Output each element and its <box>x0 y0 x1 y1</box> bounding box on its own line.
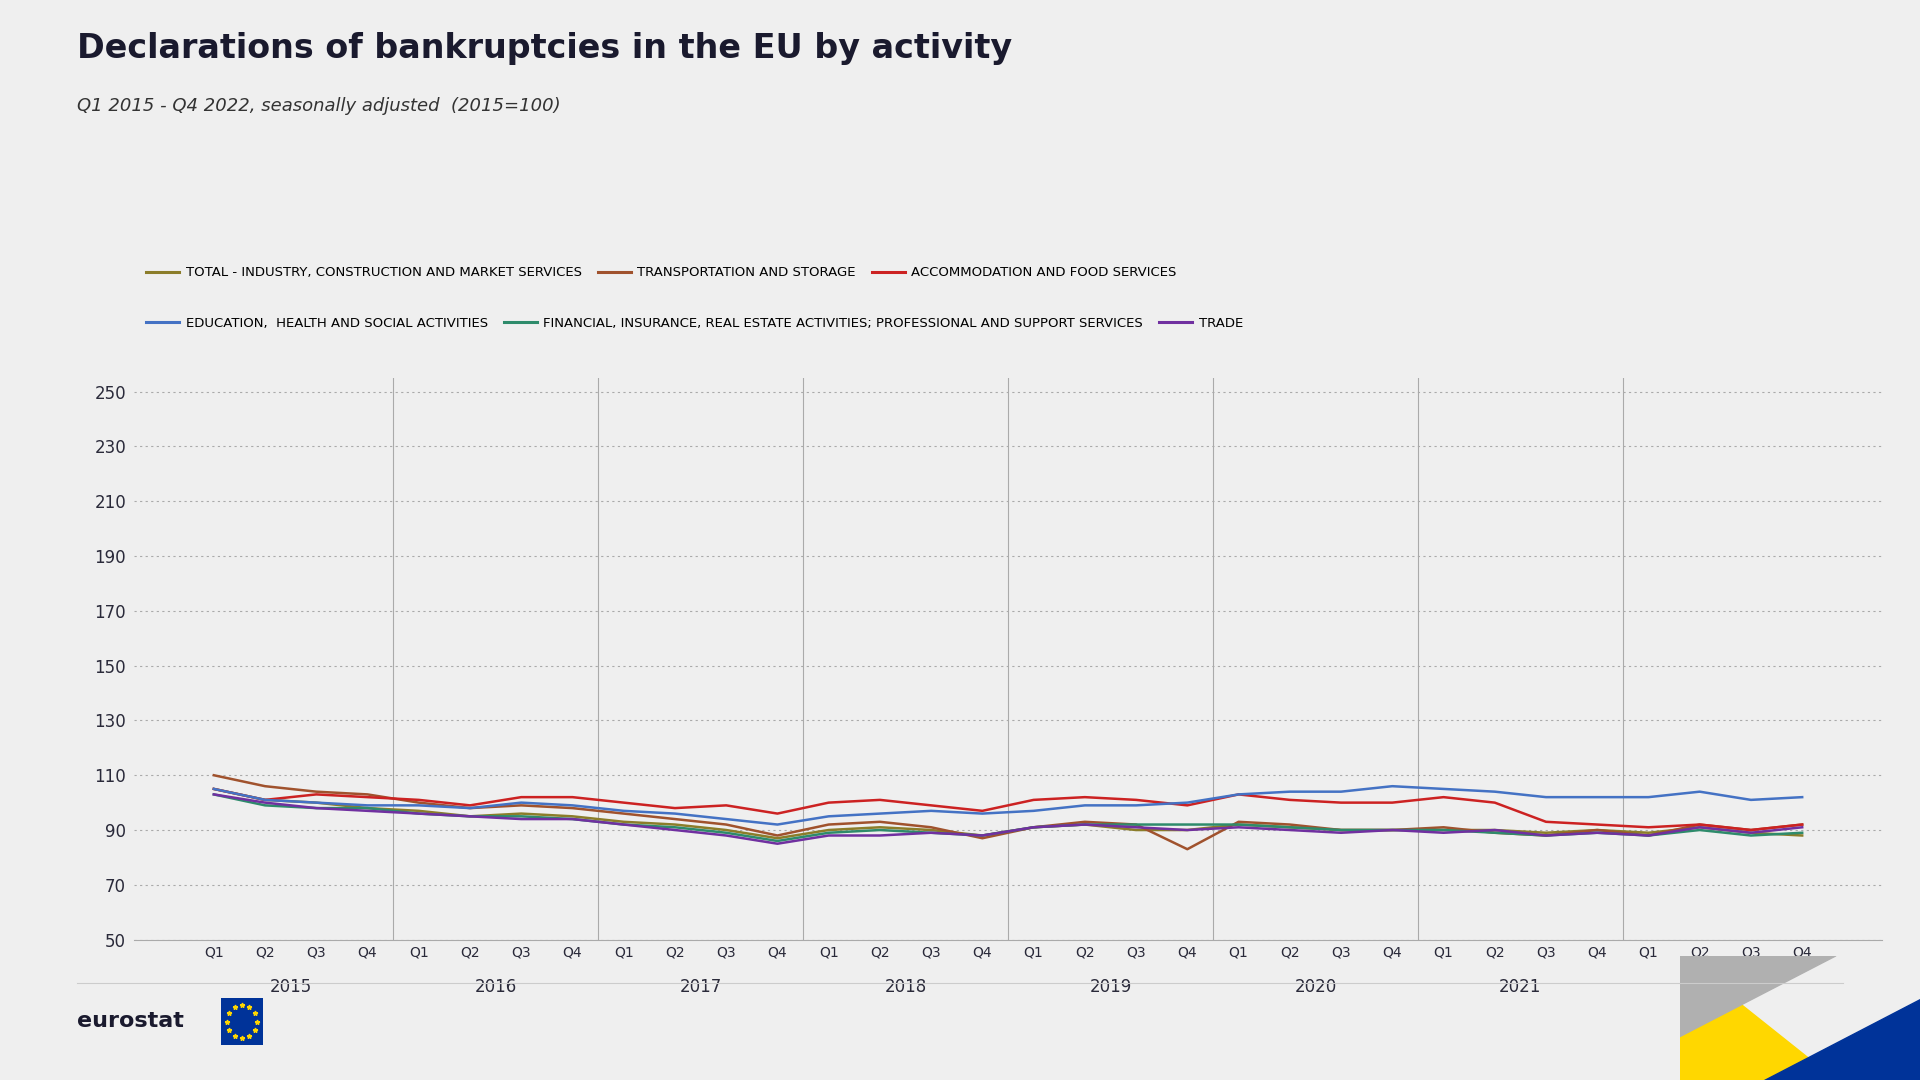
Text: Q1 2015 - Q4 2022, seasonally adjusted  (2015=100): Q1 2015 - Q4 2022, seasonally adjusted (… <box>77 97 561 116</box>
Text: 2019: 2019 <box>1089 978 1131 997</box>
Text: 2015: 2015 <box>269 978 311 997</box>
Text: 2021: 2021 <box>1500 978 1542 997</box>
Text: 2022: 2022 <box>1705 978 1747 997</box>
Legend: EDUCATION,  HEALTH AND SOCIAL ACTIVITIES, FINANCIAL, INSURANCE, REAL ESTATE ACTI: EDUCATION, HEALTH AND SOCIAL ACTIVITIES,… <box>140 312 1248 335</box>
Polygon shape <box>1680 956 1836 1080</box>
Text: 2020: 2020 <box>1294 978 1336 997</box>
Text: eurostat: eurostat <box>77 1011 184 1030</box>
Text: 2018: 2018 <box>885 978 927 997</box>
Text: 2016: 2016 <box>474 978 516 997</box>
Polygon shape <box>1764 999 1920 1080</box>
Text: Declarations of bankruptcies in the EU by activity: Declarations of bankruptcies in the EU b… <box>77 32 1012 66</box>
Polygon shape <box>1680 956 1836 1037</box>
Text: 2017: 2017 <box>680 978 722 997</box>
